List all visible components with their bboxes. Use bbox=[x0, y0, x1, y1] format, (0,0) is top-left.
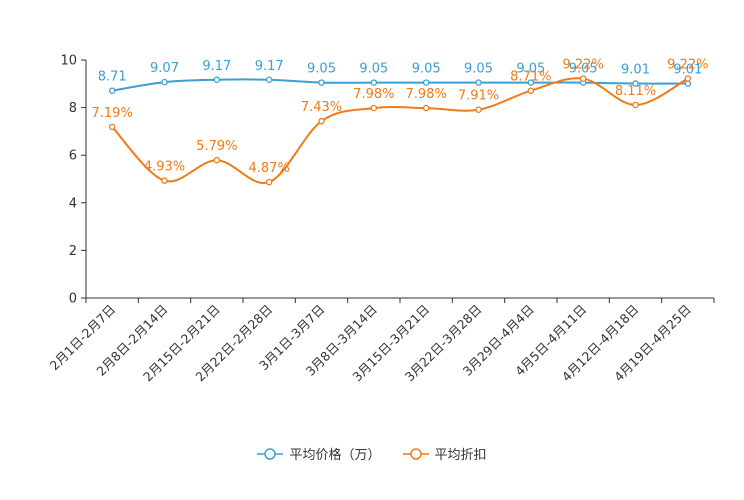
data-label-discount: 7.98% bbox=[406, 87, 447, 102]
data-label-price: 9.05 bbox=[359, 62, 388, 77]
data-label-price: 9.17 bbox=[255, 59, 284, 74]
legend-discount-marker-icon bbox=[402, 447, 429, 461]
data-point-price bbox=[213, 76, 221, 84]
data-label-discount: 8.11% bbox=[615, 84, 656, 99]
data-label-price: 9.05 bbox=[307, 62, 336, 77]
series-line-price bbox=[112, 78, 688, 92]
legend: 平均价格（万） 平均折扣 bbox=[0, 444, 744, 463]
legend-price-label: 平均价格（万） bbox=[289, 448, 381, 463]
data-label-price: 9.17 bbox=[202, 59, 231, 74]
series-line-discount bbox=[111, 77, 689, 185]
data-label-discount: 9.22% bbox=[667, 58, 708, 73]
legend-price-marker-icon bbox=[257, 447, 284, 461]
data-point-discount bbox=[213, 156, 221, 164]
y-tick-label: 10 bbox=[60, 54, 77, 69]
data-point-discount bbox=[527, 87, 535, 94]
data-label-discount: 4.87% bbox=[249, 161, 290, 176]
y-tick-label: 6 bbox=[69, 149, 77, 164]
data-point-price bbox=[161, 78, 168, 86]
data-point-price bbox=[108, 87, 116, 94]
data-point-discount bbox=[632, 101, 639, 109]
data-label-price: 9.05 bbox=[412, 62, 441, 77]
y-tick-label: 4 bbox=[69, 196, 77, 211]
data-label-discount: 7.98% bbox=[353, 87, 394, 102]
data-label-discount: 4.93% bbox=[144, 160, 185, 175]
data-point-price bbox=[370, 79, 378, 86]
data-label-price: 9.05 bbox=[569, 62, 598, 77]
data-label-price: 9.05 bbox=[464, 62, 493, 77]
data-point-discount bbox=[318, 117, 325, 125]
data-point-price bbox=[632, 80, 639, 87]
data-point-discount bbox=[370, 104, 378, 112]
data-point-discount bbox=[422, 104, 430, 112]
data-point-discount bbox=[684, 75, 692, 82]
data-point-price bbox=[475, 79, 482, 86]
legend-item-price[interactable]: 平均价格（万） bbox=[257, 444, 381, 463]
data-label-discount: 9.22% bbox=[563, 58, 604, 73]
y-tick-label: 8 bbox=[69, 101, 77, 116]
data-label-discount: 7.43% bbox=[301, 100, 342, 115]
y-tick-label: 0 bbox=[69, 292, 77, 307]
data-point-discount bbox=[108, 123, 116, 131]
data-label-price: 9.01 bbox=[621, 63, 650, 78]
data-point-price bbox=[318, 79, 325, 86]
legend-discount-label: 平均折扣 bbox=[434, 448, 487, 463]
data-point-price bbox=[527, 79, 535, 86]
data-point-price bbox=[422, 79, 430, 86]
data-point-discount bbox=[161, 177, 168, 184]
data-label-discount: 7.19% bbox=[92, 106, 133, 121]
y-tick-label: 2 bbox=[69, 244, 77, 259]
data-label-price: 9.01 bbox=[673, 63, 702, 78]
data-label-price: 8.71 bbox=[98, 70, 127, 85]
data-point-price bbox=[265, 76, 273, 84]
data-label-discount: 5.79% bbox=[196, 139, 237, 154]
data-point-discount bbox=[579, 75, 587, 82]
data-label-price: 9.05 bbox=[516, 62, 545, 77]
data-label-price: 9.07 bbox=[150, 61, 179, 76]
data-point-discount bbox=[475, 106, 482, 113]
data-label-discount: 8.71% bbox=[510, 70, 551, 85]
data-point-discount bbox=[265, 178, 273, 186]
data-label-discount: 7.91% bbox=[458, 89, 499, 104]
legend-item-discount[interactable]: 平均折扣 bbox=[402, 444, 487, 463]
